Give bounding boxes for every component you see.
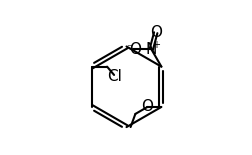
Text: Cl: Cl [106, 69, 121, 84]
Text: O: O [129, 42, 141, 57]
Text: O: O [149, 25, 161, 40]
Text: ⁻: ⁻ [126, 42, 132, 55]
Text: N: N [145, 42, 156, 57]
Text: +: + [151, 40, 159, 50]
Text: O: O [141, 100, 153, 114]
